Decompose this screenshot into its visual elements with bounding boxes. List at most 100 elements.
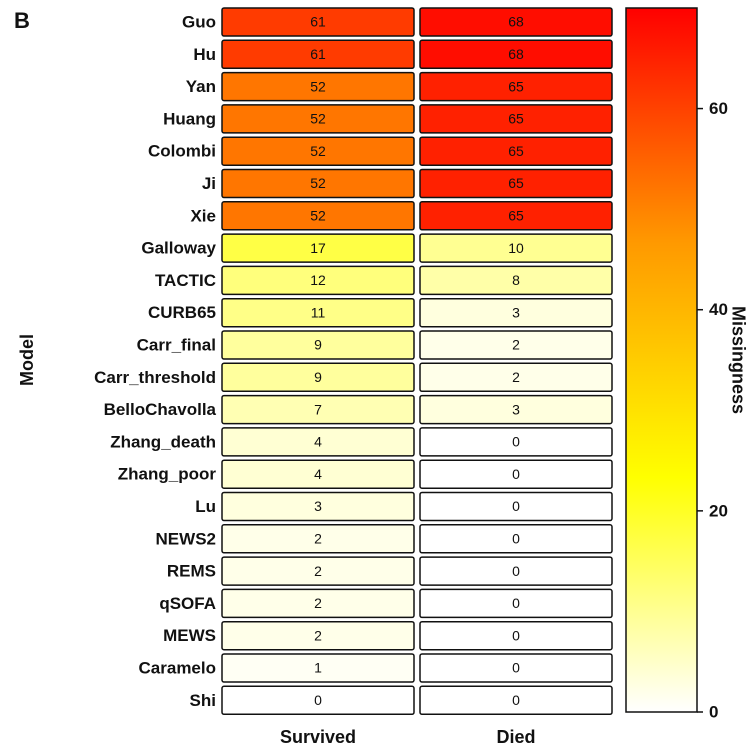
heatmap-cell <box>221 685 415 716</box>
row-label: Guo <box>182 12 216 31</box>
heatmap-cell <box>419 620 613 651</box>
heatmap-cell <box>221 136 415 166</box>
panel-label: B <box>14 8 30 33</box>
heatmap-cell <box>221 297 415 328</box>
cell-label: 8 <box>512 272 520 288</box>
row-label: qSOFA <box>159 594 216 613</box>
heatmap-cell <box>419 201 613 231</box>
cell-label: 65 <box>508 208 524 224</box>
heatmap-cell <box>221 71 415 102</box>
cell-label: 2 <box>314 627 322 643</box>
row-label: Yan <box>186 77 216 96</box>
heatmap-cell <box>221 201 415 231</box>
cell-label: 0 <box>314 692 322 708</box>
row-label: Huang <box>163 109 216 128</box>
heatmap-cell <box>419 71 613 102</box>
cell-label: 17 <box>310 240 326 256</box>
heatmap-cell <box>221 653 415 683</box>
cell-label: 2 <box>314 595 322 611</box>
row-label: TACTIC <box>155 271 216 290</box>
row-label: Colombi <box>148 142 216 161</box>
cell-label: 65 <box>508 78 524 94</box>
cell-label: 0 <box>512 627 520 643</box>
row-label: Hu <box>193 45 216 64</box>
x-tick-label: Died <box>496 727 535 747</box>
heatmap-cell <box>419 459 613 489</box>
cell-label: 4 <box>314 434 322 450</box>
heatmap-cell <box>221 491 415 522</box>
heatmap-cell <box>221 330 415 360</box>
heatmap-cell <box>419 556 613 586</box>
colorbar-tick-label: 20 <box>709 501 728 520</box>
heatmap-cell <box>419 524 613 554</box>
cell-label: 52 <box>310 143 326 159</box>
cell-label: 52 <box>310 175 326 191</box>
colorbar-title: Missingness <box>728 306 748 414</box>
heatmap-cell <box>221 39 415 70</box>
heatmap-cell <box>221 394 415 425</box>
row-label: CURB65 <box>148 303 216 322</box>
heatmap-cell <box>419 330 613 360</box>
cell-label: 0 <box>512 531 520 547</box>
cell-label: 0 <box>512 595 520 611</box>
heatmap-cell <box>419 39 613 70</box>
heatmap-cell <box>221 265 415 296</box>
cell-label: 12 <box>310 272 326 288</box>
cell-label: 2 <box>314 563 322 579</box>
heatmap-cell <box>221 459 415 489</box>
row-label: Zhang_poor <box>118 465 217 484</box>
cell-label: 3 <box>512 401 520 417</box>
cell-label: 2 <box>512 369 520 385</box>
y-axis-title: Model <box>17 334 37 386</box>
heatmap-cell <box>419 491 613 522</box>
row-label: BelloChavolla <box>104 400 217 419</box>
heatmap-cell <box>419 394 613 425</box>
row-label: Xie <box>190 206 216 225</box>
heatmap-cell <box>221 524 415 554</box>
x-tick-label: Survived <box>280 727 356 747</box>
row-label: Lu <box>195 497 216 516</box>
cell-label: 65 <box>508 143 524 159</box>
cell-label: 61 <box>310 46 326 62</box>
cell-label: 0 <box>512 660 520 676</box>
heatmap-cell <box>419 588 613 619</box>
cell-label: 52 <box>310 208 326 224</box>
cell-label: 61 <box>310 14 326 30</box>
heatmap-cell <box>221 362 415 393</box>
cell-label: 65 <box>508 111 524 127</box>
heatmap-cell <box>221 588 415 619</box>
cell-label: 68 <box>508 14 524 30</box>
heatmap-cell <box>221 620 415 651</box>
cell-label: 3 <box>314 498 322 514</box>
heatmap-cell <box>419 362 613 393</box>
heatmap-cell <box>419 297 613 328</box>
heatmap-cell <box>419 136 613 166</box>
colorbar <box>625 7 698 713</box>
heatmap-cell <box>221 104 415 134</box>
colorbar-tick-label: 0 <box>709 702 718 721</box>
row-label: Caramelo <box>139 658 216 677</box>
heatmap-cell <box>221 427 415 457</box>
heatmap-cell <box>221 556 415 586</box>
heatmap-cell <box>221 233 415 263</box>
row-label: Carr_threshold <box>94 368 216 387</box>
cell-label: 0 <box>512 692 520 708</box>
row-label: NEWS2 <box>156 529 216 548</box>
cell-label: 0 <box>512 466 520 482</box>
cell-label: 2 <box>314 531 322 547</box>
heatmap-cell <box>221 7 415 37</box>
cell-label: 52 <box>310 78 326 94</box>
row-label: Shi <box>190 691 216 710</box>
heatmap-cell <box>419 7 613 37</box>
cell-label: 0 <box>512 434 520 450</box>
heatmap-cell <box>419 104 613 134</box>
cell-label: 11 <box>311 304 326 320</box>
row-label: MEWS <box>163 626 216 645</box>
heatmap-cell <box>419 427 613 457</box>
cell-label: 0 <box>512 563 520 579</box>
heatmap-cell <box>419 653 613 683</box>
heatmap-cell <box>419 685 613 716</box>
cell-label: 3 <box>512 304 520 320</box>
row-label: Galloway <box>141 239 216 258</box>
